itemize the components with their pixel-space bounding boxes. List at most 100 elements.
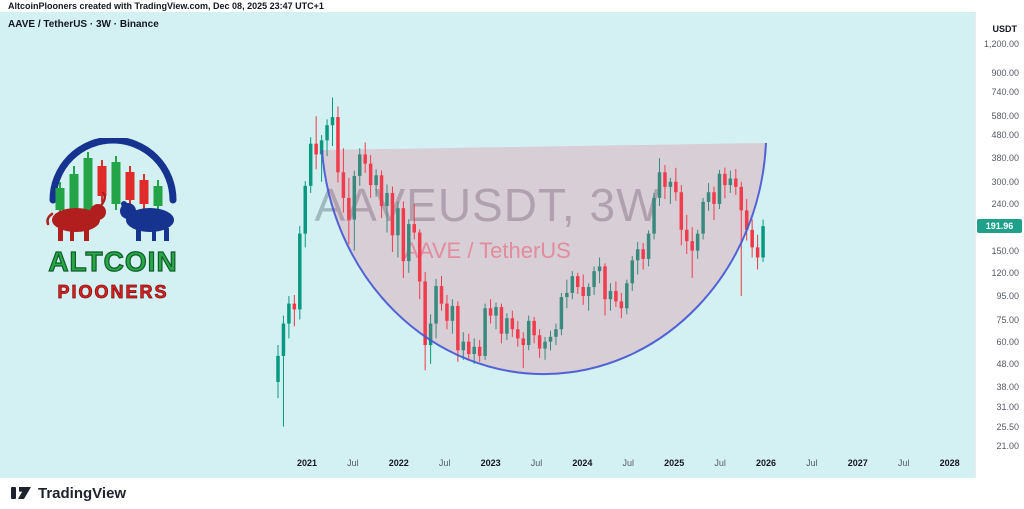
candle-body <box>303 185 307 234</box>
candle-body <box>287 303 291 324</box>
candle-body <box>526 320 531 346</box>
top-strip <box>0 0 1024 12</box>
time-axis-label: 2022 <box>388 458 409 468</box>
candle-body <box>352 175 357 220</box>
time-axis-label: Jul <box>622 458 635 468</box>
candle-body <box>723 173 727 186</box>
candle-body <box>619 301 624 309</box>
candle-body <box>483 308 487 356</box>
candle-body <box>625 283 629 309</box>
candle-body <box>494 307 498 316</box>
footer-strip <box>0 478 1024 509</box>
logo-text-pioneers: PIOONERS <box>57 282 169 303</box>
price-axis-label: 1,200.00 <box>983 39 1019 49</box>
time-axis-label: Jul <box>714 458 726 468</box>
candle-body <box>576 276 580 288</box>
candle-body <box>646 233 651 259</box>
candle-body <box>663 172 667 187</box>
candle-body <box>456 305 460 351</box>
logo-candlestick-icons <box>55 152 163 216</box>
candle-body <box>281 323 286 356</box>
candle-body <box>385 192 389 207</box>
price-axis-label: 95.00 <box>996 291 1019 302</box>
candle-body <box>325 125 329 141</box>
price-axis-label: 21.00 <box>996 441 1019 451</box>
candle-body <box>461 341 466 351</box>
candle-body <box>734 178 738 187</box>
time-axis-label: 2028 <box>939 458 960 468</box>
candle-body <box>750 229 754 248</box>
candle-body <box>401 208 406 262</box>
price-axis-label: 48.00 <box>996 358 1019 369</box>
time-axis-label: Jul <box>806 458 818 468</box>
bull-icon <box>46 191 106 241</box>
time-axis-label: 2027 <box>847 458 868 468</box>
candle-body <box>701 201 705 234</box>
candle-body <box>516 329 520 339</box>
price-scale-unit: USDT <box>992 24 1018 34</box>
time-axis-label: Jul <box>530 458 543 468</box>
candle-body <box>586 287 591 297</box>
price-axis-label: 740.00 <box>991 87 1019 98</box>
candle-body <box>276 355 280 382</box>
candle-body <box>374 175 378 186</box>
price-axis-label: 380.00 <box>991 153 1019 164</box>
candle-body <box>597 266 602 272</box>
cup-pattern-curve <box>321 142 767 376</box>
attribution-text: AltcoinPlooners created with TradingView… <box>8 1 324 11</box>
price-scale[interactable]: USDT 191.96 1,200.00 900.00 740.00 580.00 48… <box>975 12 1024 478</box>
candle-body <box>363 154 367 164</box>
tradingview-logo[interactable]: TradingView <box>10 484 126 502</box>
candle-body <box>685 229 689 242</box>
candle-body <box>347 197 351 220</box>
price-axis-label: 300.00 <box>991 176 1019 187</box>
candle-body <box>341 172 346 198</box>
candle-body <box>608 290 613 300</box>
candle-body <box>728 178 733 186</box>
candle-body <box>614 290 618 302</box>
price-axis-label: 38.00 <box>996 382 1019 393</box>
time-scale[interactable]: 2021 Jul 2022 Jul 2023 Jul 2024 Jul 2025 Jul 2026 J… <box>0 452 975 478</box>
candle-body <box>505 318 509 334</box>
candle-body <box>712 192 716 204</box>
candle-body <box>603 266 607 300</box>
candle-body <box>570 276 575 293</box>
candle-body <box>379 175 384 207</box>
candle-body <box>543 341 547 349</box>
symbol-legend[interactable]: AAVE / TetherUS · 3W · Binance <box>8 19 159 30</box>
price-axis-label: 480.00 <box>991 130 1019 141</box>
candle-body <box>537 335 542 349</box>
candle-body <box>559 297 564 330</box>
price-axis-label: 240.00 <box>991 198 1019 209</box>
altcoin-pioneers-logo <box>46 138 177 241</box>
tradingview-mark-icon <box>11 487 31 499</box>
candle-body <box>592 271 596 288</box>
candle-body <box>407 224 411 262</box>
candle-body <box>581 287 585 297</box>
rainbow-arc-icon <box>49 138 177 204</box>
candle-body <box>336 117 340 173</box>
candle-body <box>565 292 569 298</box>
candle-body <box>298 233 302 310</box>
candle-body <box>548 336 553 342</box>
price-axis-label: 580.00 <box>991 111 1019 122</box>
price-axis-label: 60.00 <box>996 336 1019 347</box>
candle-body <box>499 307 504 334</box>
time-axis-label: Jul <box>897 458 910 468</box>
candle-body <box>532 320 536 336</box>
price-axis-label: 900.00 <box>991 67 1019 78</box>
candle-body <box>428 323 433 346</box>
current-price-badge: 191.96 <box>977 219 1022 234</box>
candle-body <box>445 303 449 321</box>
candle-body <box>472 346 476 355</box>
candle-body <box>695 233 700 251</box>
price-axis-label: 150.00 <box>991 245 1019 256</box>
candle-body <box>292 303 297 310</box>
candle-body <box>657 172 662 198</box>
candle-body <box>412 224 416 233</box>
tradingview-wordmark: TradingView <box>38 484 127 502</box>
chart-background <box>0 12 975 478</box>
candle-body <box>717 173 722 204</box>
